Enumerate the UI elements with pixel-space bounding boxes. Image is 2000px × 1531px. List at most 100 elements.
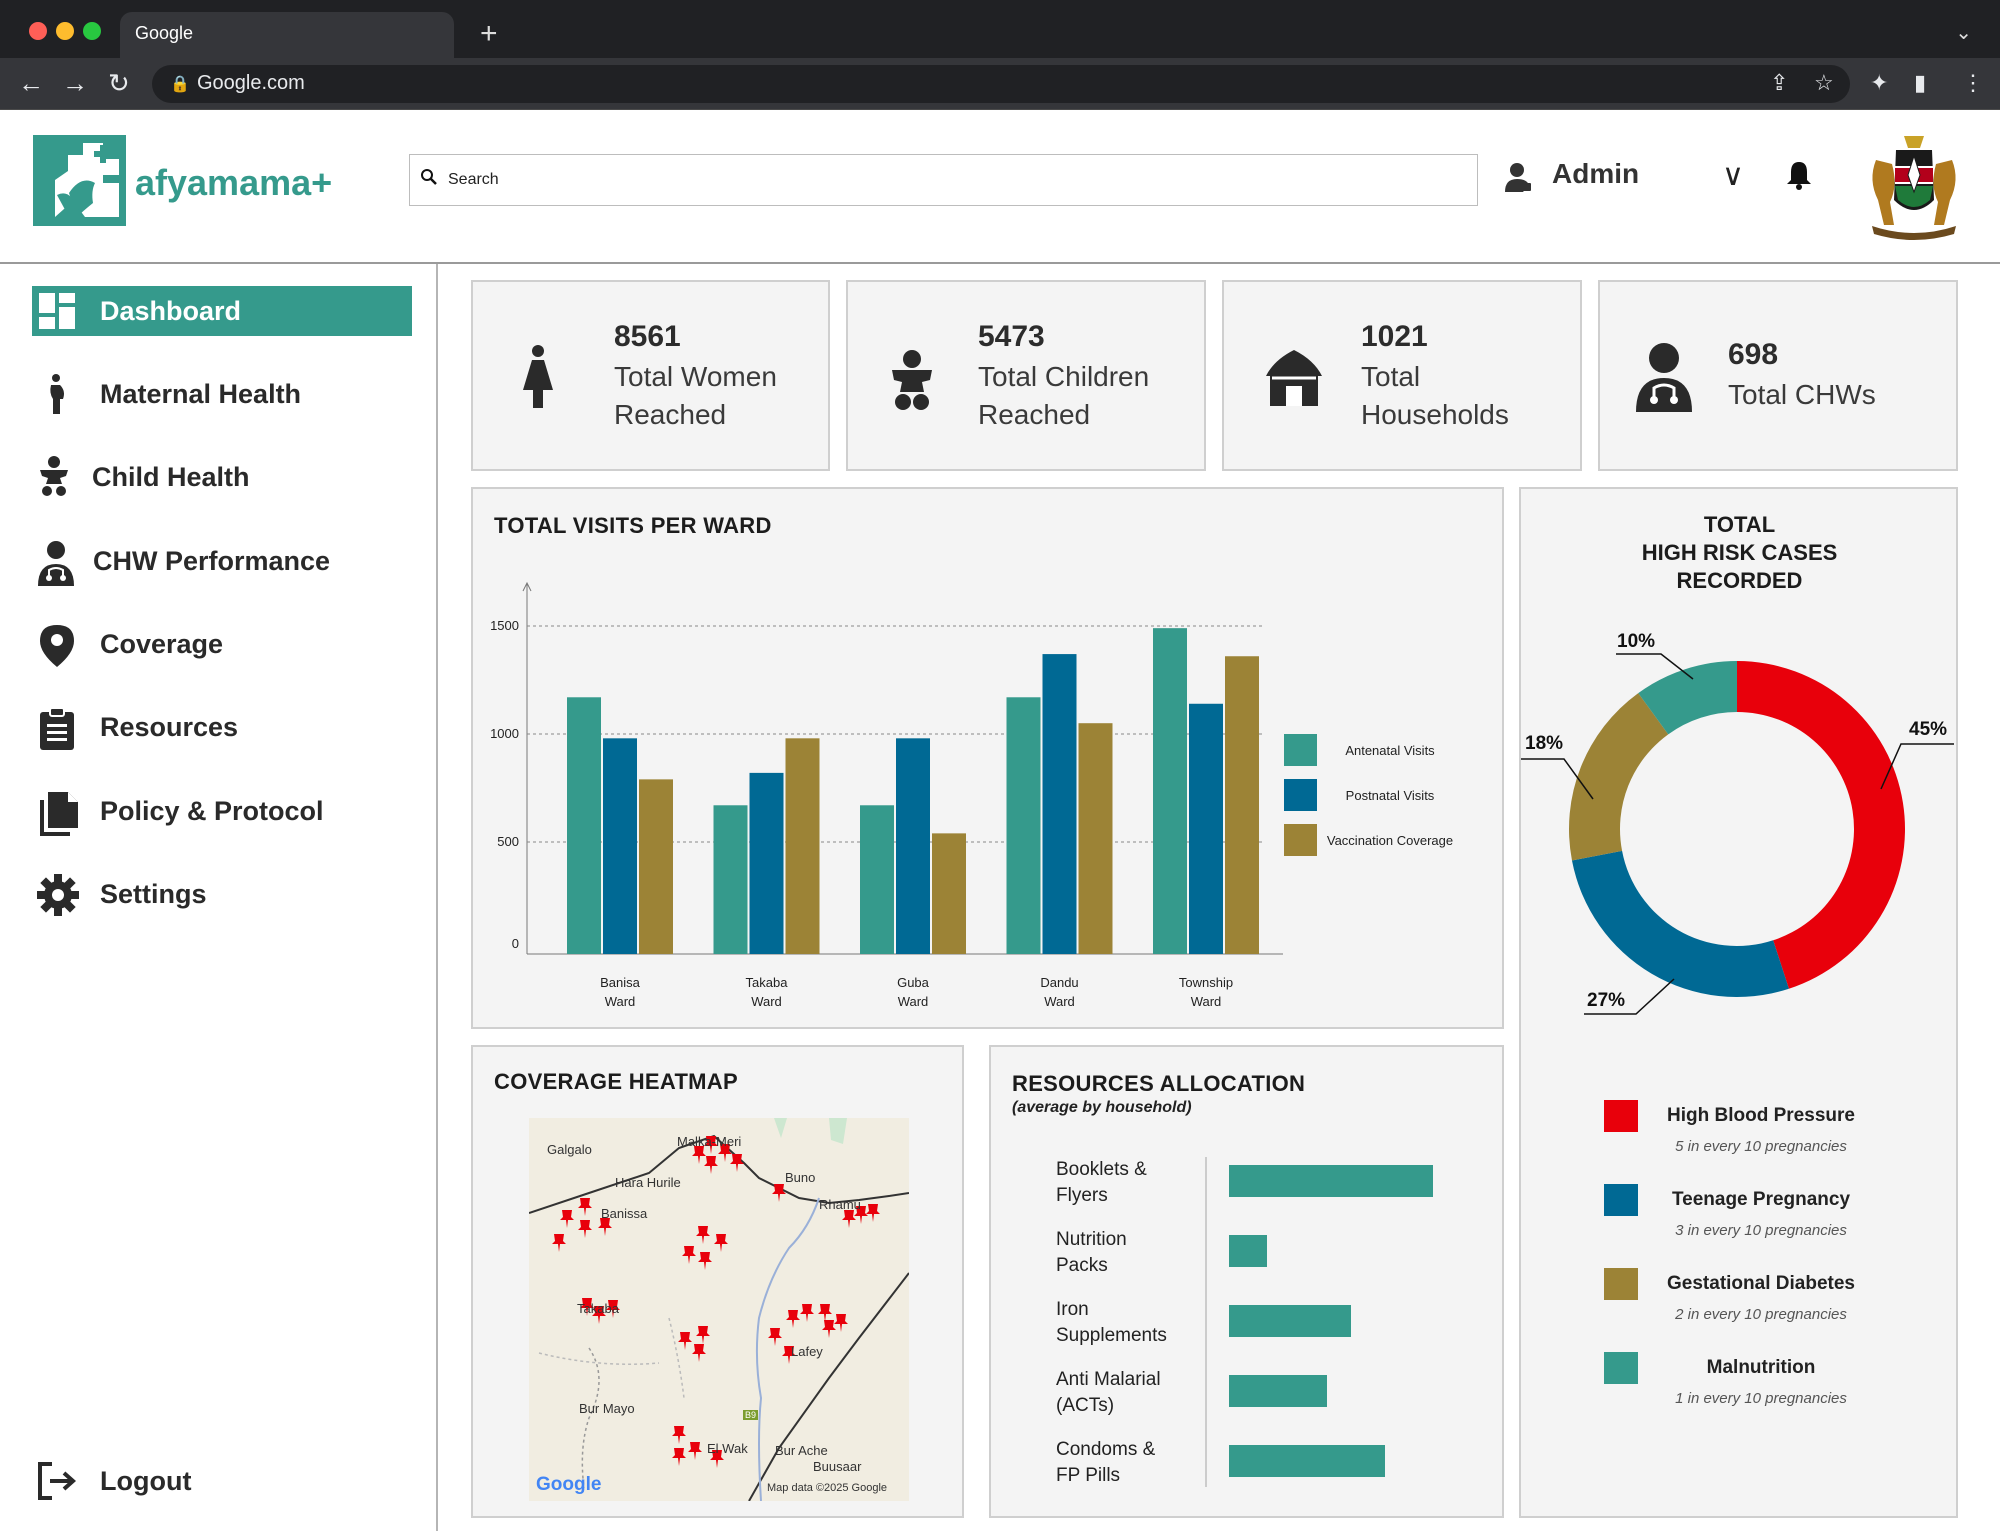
resource-label: Booklets & Flyers: [1056, 1159, 1147, 1206]
kenya-coat-of-arms-icon: [1864, 130, 1964, 240]
logout-button[interactable]: Logout: [32, 1456, 412, 1506]
map-attribution: Map data ©2025 Google: [767, 1482, 888, 1494]
url-text: Google.com: [197, 72, 305, 94]
map-pin-icon: [682, 1246, 696, 1264]
legend-subtitle: 1 in every 10 pregnancies: [1675, 1390, 1847, 1407]
sidebar-item-label: Resources: [100, 712, 239, 742]
legend-swatch: [1284, 824, 1317, 856]
sidebar-item-label: CHW Performance: [93, 546, 331, 576]
high-risk-donut-chart: 45% 27% 18% 10%: [1521, 631, 1954, 1015]
child-icon: [890, 350, 934, 417]
sidebar-item-label: Maternal Health: [100, 379, 302, 409]
map-pin-icon: [592, 1306, 606, 1324]
woman-icon: [521, 344, 555, 415]
donut-label: 45%: [1909, 719, 1947, 740]
map-pin-icon: [560, 1210, 574, 1228]
map-pin-icon: [696, 1226, 710, 1244]
bell-icon[interactable]: [1786, 160, 1812, 197]
legend-label: Antenatal Visits: [1345, 743, 1435, 758]
search-placeholder: Search: [448, 171, 499, 188]
address-bar[interactable]: 🔒 Google.com: [152, 65, 1850, 103]
bar: [1189, 703, 1223, 954]
tab-menu-button[interactable]: ⌄: [1955, 22, 1972, 44]
donut-title-line: RECORDED: [1676, 568, 1803, 593]
sidebar-item-label: Child Health: [92, 462, 250, 492]
coverage-heatmap-card: COVERAGE HEATMAP Galgalo Malka-Meri Hara…: [471, 1045, 964, 1518]
sidepanel-icon[interactable]: ▮: [1914, 70, 1927, 95]
bar: [1006, 697, 1041, 954]
map-pin-icon: [822, 1320, 836, 1338]
callout-line: [1521, 758, 1594, 800]
bar: [603, 738, 637, 954]
map-pin-icon: [800, 1304, 814, 1322]
callout-line: [1584, 978, 1675, 1015]
bar: [639, 779, 673, 954]
minimize-window-button[interactable]: [56, 22, 74, 40]
reload-icon[interactable]: ↻: [108, 68, 130, 98]
map-pin-icon: [678, 1332, 692, 1350]
sidebar-item-settings[interactable]: Settings: [32, 869, 412, 919]
legend-title: Malnutrition: [1706, 1357, 1816, 1378]
chevron-down-icon[interactable]: ∨: [1722, 159, 1744, 192]
sidebar-item-maternal-health[interactable]: Maternal Health: [32, 369, 412, 419]
bar: [896, 738, 930, 954]
sidebar-item-chw-performance[interactable]: CHW Performance: [32, 536, 412, 586]
map-pin-icon: [854, 1206, 868, 1224]
location-pin-icon: [36, 623, 78, 667]
x-tick-label: Banisa: [600, 975, 641, 990]
app-header: afyamama+ Search Admin ∨: [0, 110, 2000, 264]
baby-icon: [36, 456, 78, 498]
map-pin-icon: [772, 1184, 786, 1202]
map-pin-icon: [606, 1300, 620, 1318]
close-window-button[interactable]: [29, 22, 47, 40]
lock-icon: 🔒: [170, 76, 190, 93]
x-tick-label: Guba: [897, 975, 930, 990]
callout-line: [1616, 653, 1694, 680]
bookmark-star-icon[interactable]: ☆: [1814, 70, 1834, 95]
road-badge: B9: [743, 1410, 759, 1420]
x-tick-label: Dandu: [1040, 975, 1078, 990]
callout-line: [1880, 743, 1954, 790]
x-tick-label: Ward: [1191, 994, 1222, 1009]
browser-menu-icon[interactable]: ⋮: [1962, 70, 1984, 95]
sidebar-item-coverage[interactable]: Coverage: [32, 619, 412, 669]
sidebar-item-resources[interactable]: Resources: [32, 702, 412, 752]
new-tab-button[interactable]: +: [480, 17, 498, 50]
legend-title: High Blood Pressure: [1667, 1105, 1855, 1126]
share-icon[interactable]: ⇪: [1770, 70, 1789, 95]
map-pin-icon: [698, 1252, 712, 1270]
logout-label: Logout: [100, 1466, 192, 1496]
map-pin-icon: [578, 1198, 592, 1216]
address-bar-row: ← → ↻ 🔒 Google.com ⇪ ☆ ✦ ▮ ⋮: [0, 58, 2000, 110]
bar: [1078, 723, 1113, 954]
coverage-map[interactable]: Galgalo Malka-Meri Hara Hurile Buno Bani…: [529, 1118, 909, 1501]
stat-value: 5473: [978, 320, 1045, 353]
map-place-label: Lafey: [791, 1344, 823, 1359]
sidebar-item-dashboard[interactable]: Dashboard: [32, 286, 412, 336]
map-pin-icon: [782, 1346, 796, 1364]
donut-slice: [1569, 693, 1669, 861]
clipboard-icon: [36, 706, 78, 750]
map-pin-icon: [818, 1304, 832, 1322]
x-tick-label: Township: [1179, 975, 1233, 990]
resource-label: Condoms & FP Pills: [1056, 1439, 1156, 1486]
x-tick-label: Takaba: [746, 975, 789, 990]
extensions-icon[interactable]: ✦: [1870, 70, 1889, 95]
maximize-window-button[interactable]: [83, 22, 101, 40]
donut-title: TOTAL HIGH RISK CASES RECORDED: [1521, 511, 1958, 595]
search-input[interactable]: Search: [409, 154, 1478, 206]
browser-tab[interactable]: Google: [120, 12, 454, 58]
google-logo: Google: [536, 1474, 602, 1495]
back-arrow-icon[interactable]: ←: [18, 68, 44, 98]
donut-slice: [1638, 661, 1737, 735]
x-tick-label: Ward: [605, 994, 636, 1009]
stat-value: 8561: [614, 320, 681, 353]
sidebar-item-child-health[interactable]: Child Health: [32, 452, 412, 502]
user-icon[interactable]: [1505, 161, 1533, 193]
forward-arrow-icon[interactable]: →: [62, 68, 88, 98]
visits-chart-card: TOTAL VISITS PER WARD 0 500 1000 1500 Banisa…: [471, 487, 1504, 1029]
legend-subtitle: 3 in every 10 pregnancies: [1675, 1222, 1847, 1239]
user-name[interactable]: Admin: [1552, 158, 1640, 189]
map-pin-icon: [714, 1234, 728, 1252]
sidebar-item-policy-protocol[interactable]: Policy & Protocol: [32, 786, 412, 836]
